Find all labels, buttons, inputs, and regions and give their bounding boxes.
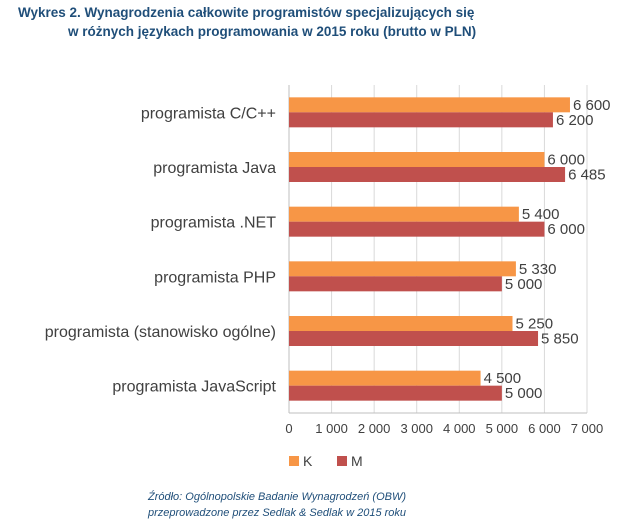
bar-M-3 [289, 276, 502, 292]
value-label-K-1: 6 000 [547, 152, 585, 169]
bar-K-5 [289, 370, 481, 386]
bar-M-4 [289, 331, 539, 346]
category-label-4: programista (stanowisko ogólne) [45, 324, 276, 341]
x-tick-label-1: 1 000 [315, 421, 348, 436]
bar-M-5 [289, 385, 502, 401]
source-line-1: Źródło: Ogólnopolskie Badanie Wynagrodze… [148, 491, 407, 503]
bar-M-0 [289, 112, 553, 128]
value-label-M-0: 6 200 [556, 112, 594, 129]
bar-K-1 [289, 152, 545, 167]
x-tick-label-5: 5 000 [486, 421, 519, 436]
category-label-0: programista C/C++ [141, 105, 276, 122]
x-tick-label-2: 2 000 [358, 421, 391, 436]
legend-label-M: M [351, 453, 363, 469]
bar-M-2 [289, 221, 545, 237]
value-label-K-5: 4 500 [484, 370, 522, 387]
value-label-M-4: 5 850 [541, 331, 579, 348]
bar-M-1 [289, 167, 566, 182]
chart-title-line-1: Wykres 2. Wynagrodzenia całkowite progra… [18, 5, 475, 20]
legend-swatch-M [337, 456, 347, 466]
category-label-1: programista Java [153, 160, 276, 177]
x-tick-label-4: 4 000 [443, 421, 476, 436]
chart-title-line-2: w różnych językach programowania w 2015 … [68, 24, 477, 39]
value-label-K-0: 6 600 [573, 97, 611, 114]
value-label-K-2: 5 400 [522, 206, 560, 223]
chart-title: Wykres 2. Wynagrodzenia całkowite progra… [0, 3, 632, 41]
category-label-2: programista .NET [151, 215, 277, 232]
value-label-M-2: 6 000 [547, 221, 585, 238]
x-tick-label-7: 7 000 [571, 421, 604, 436]
x-tick-label-3: 3 000 [400, 421, 433, 436]
bar-K-0 [289, 97, 570, 113]
source-line-2: przeprowadzone przez Sedlak & Sedlak w 2… [148, 507, 407, 519]
bar-K-4 [289, 316, 513, 331]
value-label-M-1: 6 485 [568, 167, 606, 184]
source-note: Źródło: Ogólnopolskie Badanie Wynagrodze… [148, 489, 406, 521]
legend-swatch-K [289, 456, 299, 466]
value-label-K-4: 5 250 [516, 316, 554, 333]
legend-label-K: K [303, 453, 313, 469]
value-label-M-5: 5 000 [505, 385, 543, 402]
value-label-M-3: 5 000 [505, 276, 543, 293]
category-label-3: programista PHP [154, 269, 276, 286]
category-label-5: programista JavaScript [112, 379, 276, 396]
value-label-K-3: 5 330 [519, 261, 557, 278]
x-tick-label-6: 6 000 [528, 421, 561, 436]
x-tick-label-0: 0 [285, 421, 292, 436]
bar-K-3 [289, 261, 516, 277]
bar-K-2 [289, 206, 519, 222]
